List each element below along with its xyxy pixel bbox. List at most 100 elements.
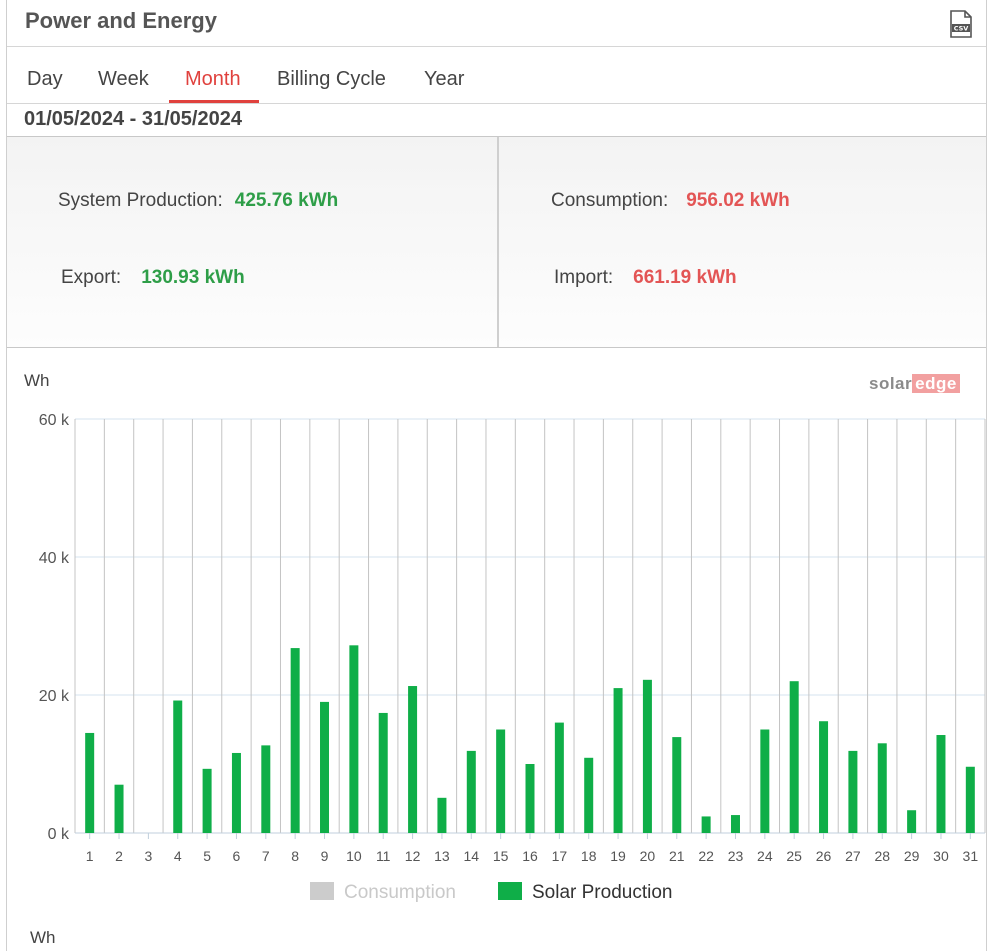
svg-text:CSV: CSV [954,25,969,33]
bar-day-25 [789,681,799,833]
tab-month[interactable]: Month [185,68,241,90]
tab-billing-cycle[interactable]: Billing Cycle [277,68,386,90]
panel-header: Power and Energy CSV [7,0,986,47]
bar-day-12 [408,686,418,833]
period-tabs: Day Week Month Billing Cycle Year [7,48,986,104]
x-tick-label: 14 [464,848,480,864]
x-tick-label: 8 [291,848,299,864]
x-tick-label: 22 [698,848,714,864]
power-energy-panel: Power and Energy CSV Day Week Month Bill… [6,0,987,951]
second-chart-y-label: Wh [30,928,56,947]
import-label: Import: [554,267,614,288]
x-tick-label: 9 [321,848,329,864]
import-value: 661.19 kWh [633,267,737,288]
legend-consumption-swatch [310,882,334,900]
bar-day-5 [202,768,212,833]
x-tick-label: 12 [405,848,421,864]
bar-day-31 [965,766,975,833]
legend-solar-swatch [498,882,522,900]
export-stat: Export: 130.93 kWh [61,267,245,289]
bar-day-9 [320,701,330,833]
x-tick-label: 17 [552,848,568,864]
csv-file-icon[interactable]: CSV [949,10,973,38]
summary-divider [497,137,499,347]
solaredge-logo: solar edge [869,374,960,394]
bar-day-11 [378,712,388,833]
x-tick-label: 21 [669,848,685,864]
x-tick-label: 10 [346,848,362,864]
bar-day-29 [907,810,917,833]
x-tick-label: 26 [816,848,832,864]
bar-day-24 [760,729,770,833]
consumption-value: 956.02 kWh [686,190,790,211]
date-range: 01/05/2024 - 31/05/2024 [24,108,242,130]
x-tick-label: 19 [610,848,626,864]
x-tick-label: 7 [262,848,270,864]
x-tick-label: 13 [434,848,450,864]
y-tick-label: 0 k [48,826,70,843]
x-tick-label: 25 [786,848,802,864]
bar-day-21 [672,737,682,833]
bar-day-1 [85,732,95,833]
bar-day-27 [848,750,858,833]
bar-day-4 [173,700,183,833]
bar-day-6 [231,752,241,833]
x-tick-label: 29 [904,848,920,864]
bar-day-28 [877,743,887,833]
x-tick-label: 28 [874,848,890,864]
system-production-label: System Production: [58,190,223,211]
x-tick-label: 11 [376,848,391,864]
x-tick-label: 3 [144,848,152,864]
x-tick-label: 24 [757,848,773,864]
y-tick-label: 40 k [39,550,70,567]
x-tick-label: 1 [86,848,94,864]
bar-day-2 [114,784,124,833]
x-tick-label: 15 [493,848,509,864]
x-tick-label: 27 [845,848,861,864]
legend-solar-label: Solar Production [532,882,673,903]
tab-week[interactable]: Week [98,68,149,90]
bar-day-18 [584,757,594,833]
import-stat: Import: 661.19 kWh [554,267,737,289]
tab-year[interactable]: Year [424,68,465,90]
x-tick-label: 4 [174,848,182,864]
system-production-stat: System Production: 425.76 kWh [58,190,338,212]
x-tick-label: 6 [233,848,241,864]
x-tick-label: 20 [640,848,656,864]
x-tick-label: 30 [933,848,949,864]
active-tab-underline [169,100,259,103]
summary-box: System Production: 425.76 kWh Consumption… [7,136,986,348]
y-axis-unit-label: Wh [24,371,50,390]
legend-solar-production[interactable]: Solar Production [498,882,672,904]
bar-day-23 [730,815,740,833]
bar-day-15 [496,729,506,833]
bar-day-19 [613,688,623,833]
bar-day-30 [936,735,946,833]
bar-day-26 [819,721,829,833]
bar-day-22 [701,816,711,833]
x-tick-label: 23 [728,848,744,864]
bar-day-13 [437,797,447,833]
consumption-label: Consumption: [551,190,669,211]
legend-consumption-label: Consumption [344,882,456,903]
x-tick-label: 2 [115,848,123,864]
x-tick-label: 31 [963,848,979,864]
x-tick-label: 18 [581,848,597,864]
export-value: 130.93 kWh [141,267,245,288]
bar-day-20 [642,679,652,833]
panel-title: Power and Energy [25,8,217,33]
bar-day-10 [349,645,359,833]
y-tick-label: 20 k [39,688,70,705]
bar-day-8 [290,648,300,833]
consumption-stat: Consumption: 956.02 kWh [551,190,790,212]
bar-day-7 [261,745,271,833]
tab-day[interactable]: Day [27,68,63,90]
bar-day-16 [525,764,535,833]
system-production-value: 425.76 kWh [234,190,339,211]
y-tick-label: 60 k [39,412,70,429]
legend-consumption[interactable]: Consumption [310,882,456,904]
export-label: Export: [61,267,122,288]
bar-day-14 [466,750,476,833]
x-tick-label: 5 [203,848,211,864]
